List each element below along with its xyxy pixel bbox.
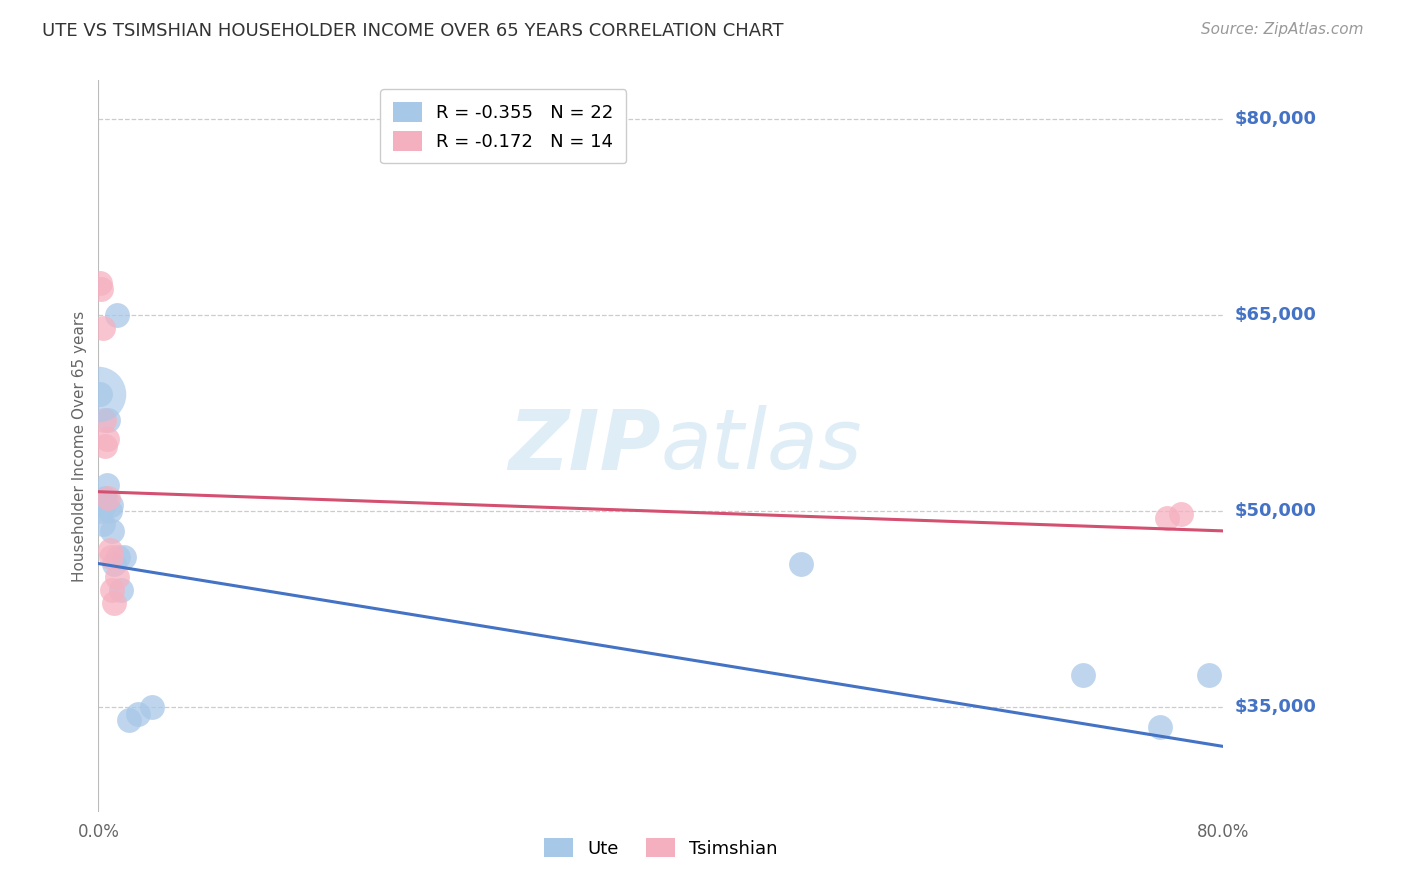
Point [90,504,112,518]
Point [91,321,114,335]
Point [94,491,117,506]
Text: $80,000: $80,000 [1234,111,1316,128]
Point [98,504,121,518]
Point [97,413,120,427]
Point [141,700,163,714]
Point [98,543,121,558]
Point [110,582,132,597]
Point [1170,507,1192,521]
Point [89,276,111,290]
Text: Source: ZipAtlas.com: Source: ZipAtlas.com [1201,22,1364,37]
Point [105,309,128,323]
Point [107,549,129,564]
Text: UTE VS TSIMSHIAN HOUSEHOLDER INCOME OVER 65 YEARS CORRELATION CHART: UTE VS TSIMSHIAN HOUSEHOLDER INCOME OVER… [42,22,783,40]
Text: atlas: atlas [661,406,862,486]
Text: $35,000: $35,000 [1234,698,1316,716]
Text: $65,000: $65,000 [1234,306,1316,325]
Point [103,596,125,610]
Point [127,706,149,721]
Point [1198,667,1220,681]
Y-axis label: Householder Income Over 65 years: Householder Income Over 65 years [72,310,87,582]
Point [112,549,135,564]
Point [93,498,115,512]
Point [96,478,118,492]
Point [90,282,112,296]
Point [87,386,110,401]
Point [97,491,120,506]
Point [91,517,114,532]
Point [89,386,111,401]
Point [100,498,122,512]
Point [105,569,128,583]
Point [790,557,813,571]
Point [93,413,115,427]
Legend: Ute, Tsimshian: Ute, Tsimshian [537,830,785,865]
Point [101,524,124,538]
Point [103,557,125,571]
Point [94,439,117,453]
Point [100,549,122,564]
Point [1156,511,1178,525]
Point [101,582,124,597]
Point [118,714,141,728]
Point [96,433,118,447]
Text: ZIP: ZIP [508,406,661,486]
Point [1149,720,1171,734]
Point [1071,667,1094,681]
Text: $50,000: $50,000 [1234,502,1316,520]
